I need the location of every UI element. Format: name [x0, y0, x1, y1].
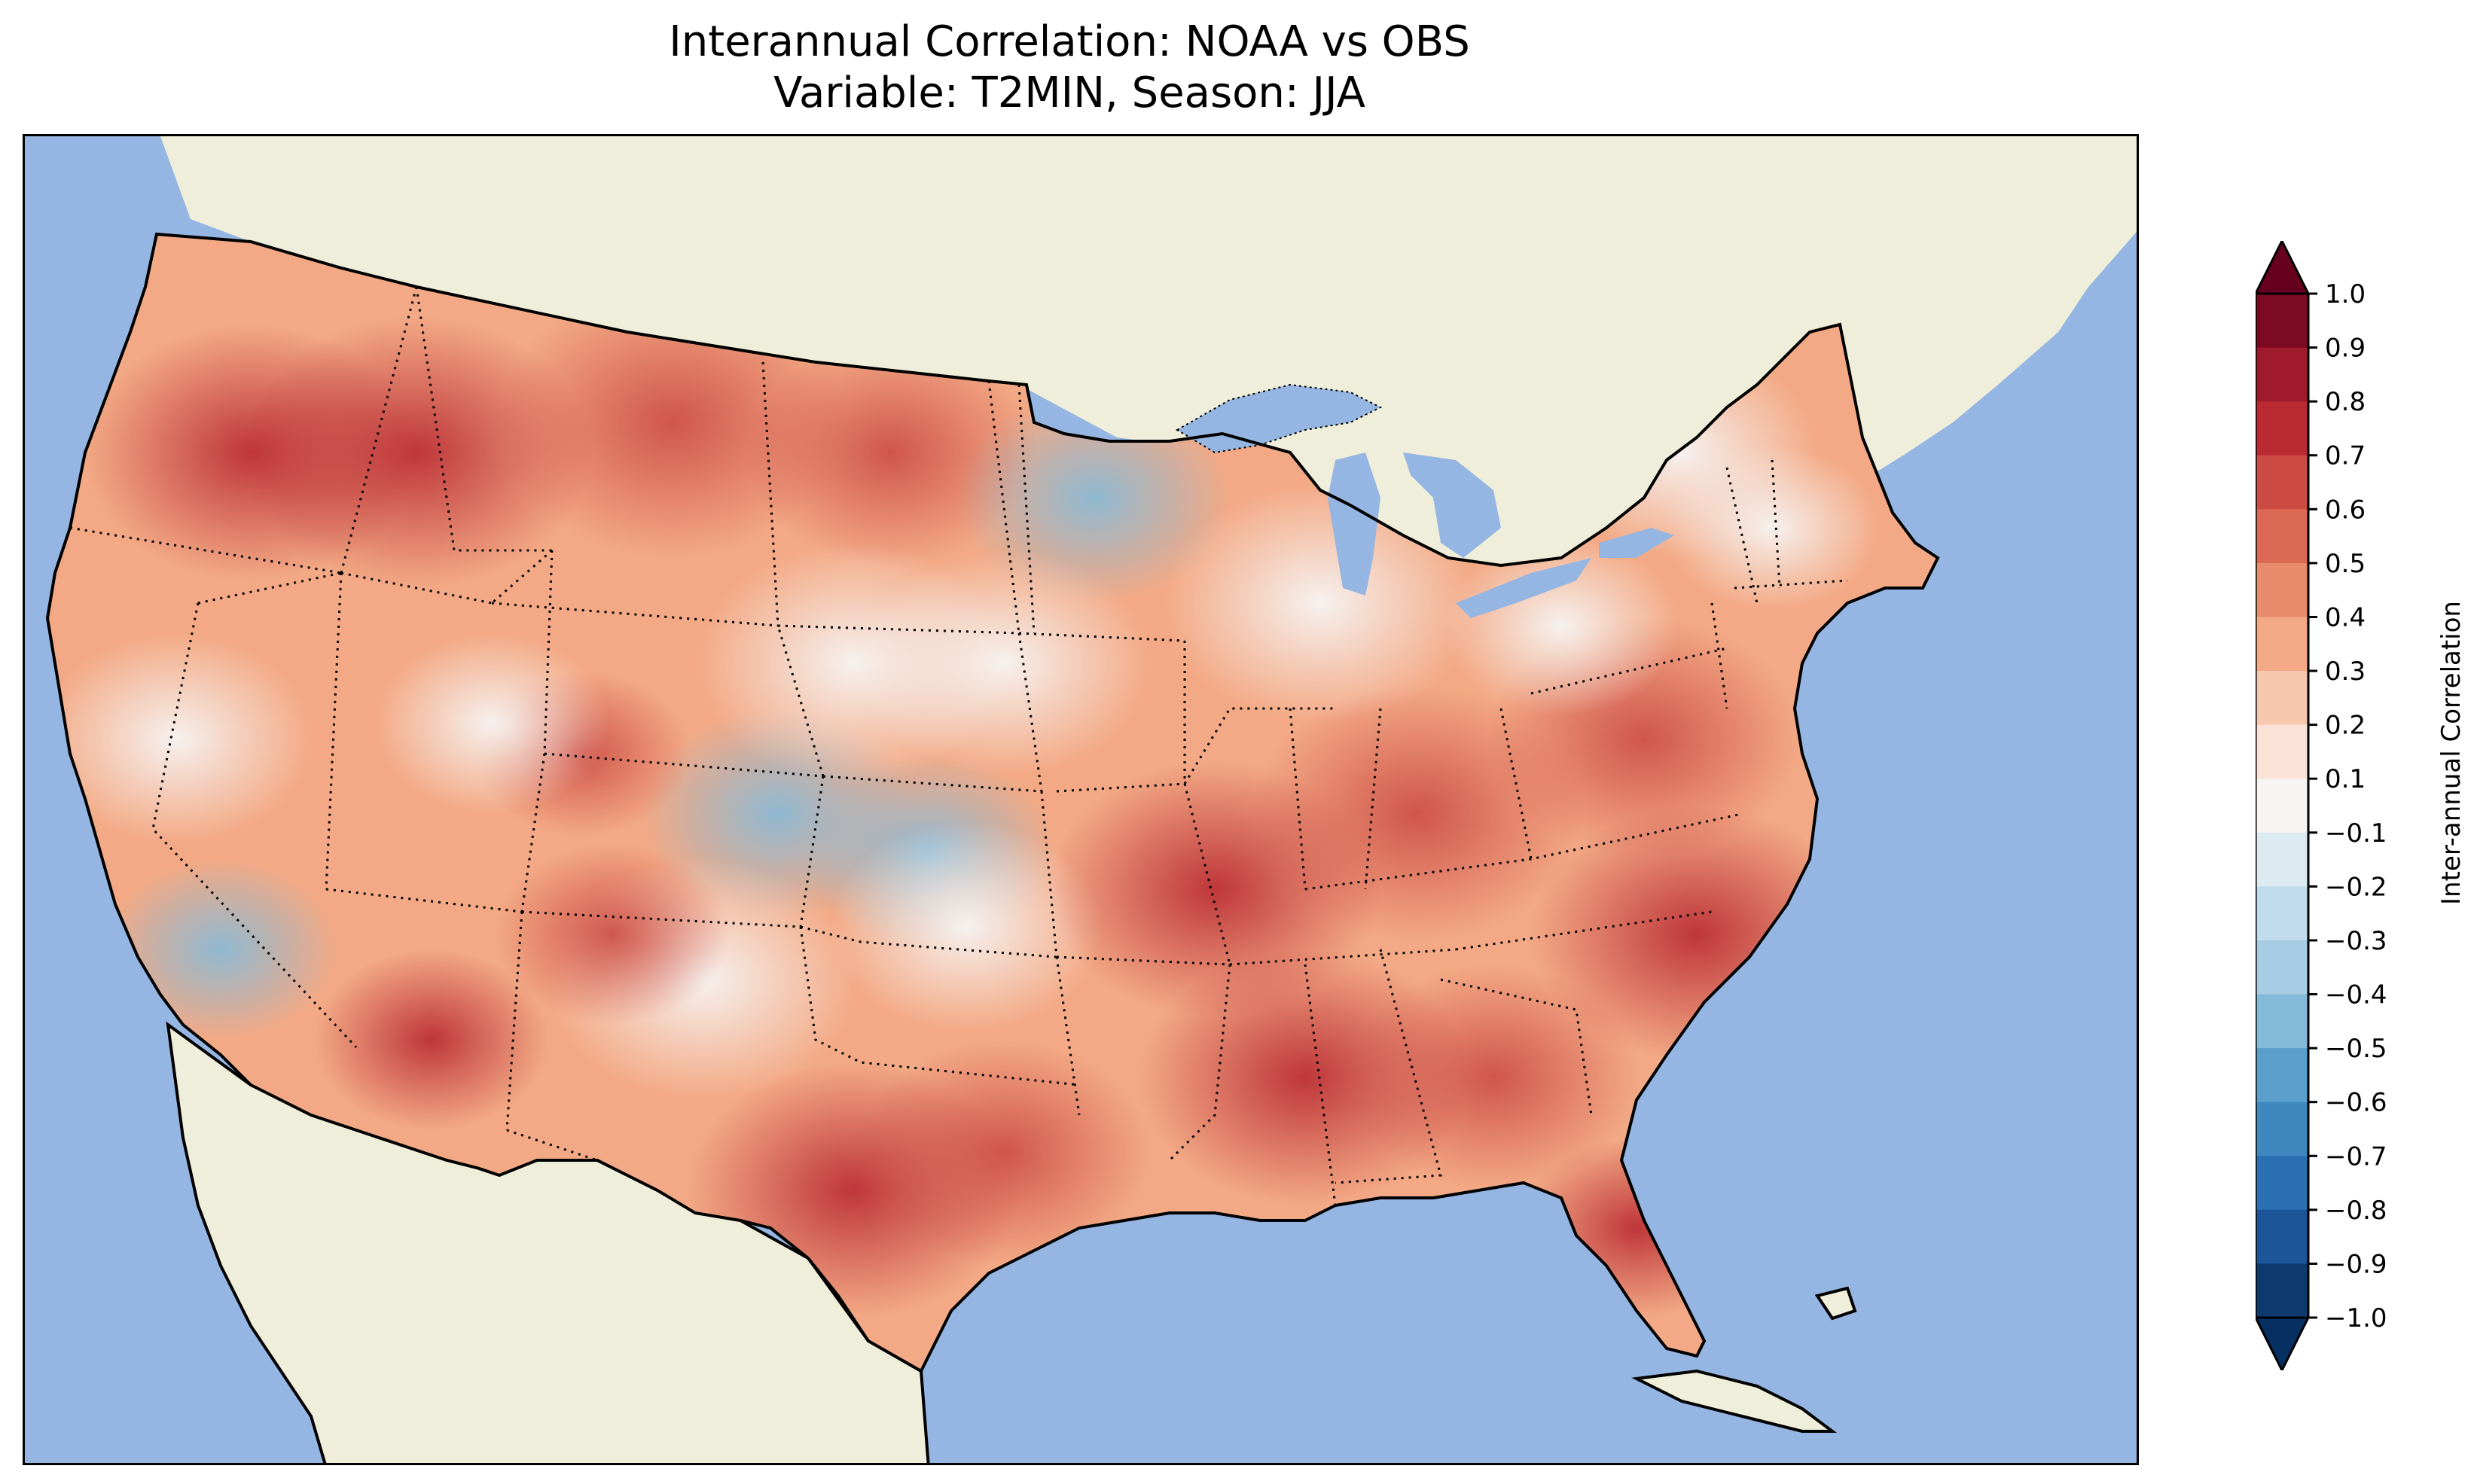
correlation-patch [314, 949, 549, 1130]
lake-huron [1403, 453, 1501, 558]
colorbar-tick-label: −0.5 [2325, 1034, 2387, 1064]
colorbar-band [2256, 347, 2308, 402]
colorbar-tick-label: 0.2 [2325, 711, 2366, 741]
lake-michigan [1328, 453, 1380, 596]
cuba-island [1631, 1369, 1837, 1433]
colorbar-tick-label: −0.6 [2325, 1088, 2387, 1118]
correlation-patch [829, 821, 1103, 1032]
correlation-patch [857, 1040, 1151, 1266]
colorbar-band [2256, 1156, 2308, 1211]
colorbar: 1.0 0.9 0.8 0.7 0.6 0.5 0.4 0.3 0.2 0.1 −0.1 −0.2 −0… [2256, 241, 2387, 1370]
colorbar-band [2256, 886, 2308, 941]
canada-land [160, 136, 2137, 603]
colorbar-band [2256, 1048, 2308, 1103]
colorbar-band [2256, 1263, 2308, 1318]
colorbar-tick-label: 0.9 [2325, 334, 2366, 364]
map-canvas [46, 136, 2137, 1463]
colorbar-band [2256, 294, 2308, 349]
correlation-patch [957, 392, 1231, 603]
colorbar-band [2256, 401, 2308, 456]
bahamas-island [1814, 1286, 1857, 1321]
colorbar-extend-min [2256, 1316, 2311, 1370]
correlation-patch [47, 633, 313, 844]
map-subtitle: Variable: T2MIN, Season: JJA [773, 69, 1365, 117]
correlation-patch [1519, 1138, 1754, 1318]
colorbar-band [2256, 1102, 2308, 1156]
colorbar-tick-label: −0.4 [2325, 980, 2387, 1010]
correlation-patch [495, 844, 730, 1025]
map-title: Interannual Correlation: NOAA vs OBS [669, 17, 1470, 66]
colorbar-tick-label: 0.1 [2325, 764, 2366, 794]
colorbar-band [2256, 509, 2308, 564]
correlation-patch [1664, 445, 1880, 611]
colorbar-band [2256, 1209, 2308, 1264]
correlation-patch [1444, 535, 1679, 716]
correlation-patch [374, 633, 609, 814]
colorbar-tick-label: −0.2 [2325, 872, 2387, 902]
correlation-patch [857, 550, 1151, 776]
colorbar-tick-label: 0.6 [2325, 495, 2366, 525]
colorbar-tick-label: −0.7 [2325, 1141, 2387, 1172]
colorbar-tick-label: −0.9 [2325, 1249, 2387, 1279]
colorbar-tick-label: −0.8 [2325, 1196, 2387, 1226]
lake-ontario [1599, 528, 1674, 558]
colorbar-band [2256, 617, 2308, 672]
colorbar-band [2256, 994, 2308, 1049]
colorbar-extend-max [2256, 241, 2311, 295]
colorbar-band [2256, 779, 2308, 833]
colorbar-band [2256, 671, 2308, 726]
colorbar-band [2256, 455, 2308, 510]
colorbar-tick-label: 1.0 [2325, 279, 2366, 309]
colorbar-tick-label: −1.0 [2325, 1303, 2387, 1333]
colorbar-band [2256, 562, 2308, 617]
colorbar-tick-label: 0.3 [2325, 657, 2366, 687]
colorbar-band [2256, 940, 2308, 995]
colorbar-ticks: 1.0 0.9 0.8 0.7 0.6 0.5 0.4 0.3 0.2 0.1 −0.1 −0.2 −0… [2308, 279, 2387, 1333]
colorbar-tick-label: 0.8 [2325, 387, 2366, 417]
colorbar-tick-label: 0.4 [2325, 602, 2366, 632]
correlation-patch [1347, 964, 1640, 1190]
colorbar-tick-label: −0.1 [2325, 818, 2387, 849]
state-boundaries [69, 286, 1848, 1206]
colorbar-tick-label: −0.3 [2325, 926, 2387, 956]
map-panel [23, 134, 2139, 1465]
correlation-patch [103, 859, 338, 1040]
lake-erie [1456, 558, 1591, 618]
colorbar-bands [2256, 292, 2310, 1319]
colorbar-tick-label: 0.7 [2325, 441, 2366, 471]
colorbar-band [2256, 832, 2308, 887]
colorbar-band [2256, 724, 2308, 779]
colorbar-label: Inter-annual Correlation [2436, 601, 2466, 905]
colorbar-tick-label: 0.5 [2325, 549, 2366, 579]
correlation-patch [1164, 483, 1477, 724]
